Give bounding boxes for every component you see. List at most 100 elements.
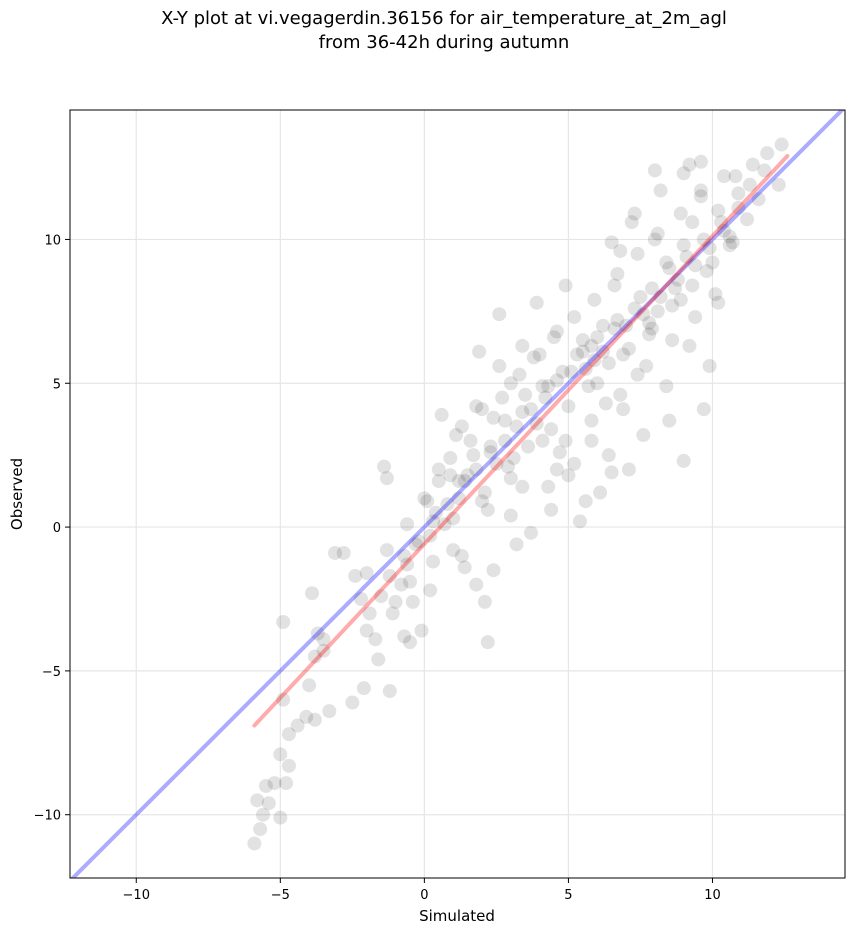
data-point xyxy=(256,807,271,822)
data-point xyxy=(688,258,703,273)
data-point xyxy=(705,255,720,270)
data-point xyxy=(670,272,685,287)
data-point xyxy=(676,166,691,181)
data-point xyxy=(492,359,507,373)
data-point xyxy=(613,243,628,258)
data-point xyxy=(446,511,461,526)
data-point xyxy=(535,433,550,448)
data-point xyxy=(486,563,501,578)
data-point xyxy=(575,344,590,359)
data-point xyxy=(650,226,665,241)
data-point xyxy=(760,146,775,161)
data-point xyxy=(434,407,449,422)
data-point xyxy=(503,508,518,523)
data-point xyxy=(575,333,590,348)
data-point xyxy=(673,206,688,221)
data-point xyxy=(426,514,441,529)
data-point xyxy=(426,554,441,569)
data-point xyxy=(584,413,599,428)
data-point xyxy=(708,287,723,302)
data-point xyxy=(503,376,518,391)
data-point xyxy=(633,289,648,304)
data-point xyxy=(250,793,265,808)
data-point xyxy=(529,295,544,310)
data-point xyxy=(659,379,674,394)
data-point xyxy=(515,479,530,494)
data-point xyxy=(414,623,429,638)
data-point xyxy=(751,192,766,207)
data-point xyxy=(714,215,729,230)
data-point xyxy=(394,577,409,592)
data-point xyxy=(572,514,587,529)
data-point xyxy=(624,215,639,230)
data-point xyxy=(740,212,755,227)
data-point xyxy=(457,474,472,489)
data-point xyxy=(693,154,708,169)
data-point xyxy=(644,321,659,336)
regression-line xyxy=(252,154,790,728)
data-point xyxy=(590,330,605,345)
data-point xyxy=(581,379,596,394)
data-point xyxy=(662,413,677,428)
data-point xyxy=(604,235,619,250)
data-point xyxy=(567,456,582,471)
data-point xyxy=(518,387,533,402)
data-point xyxy=(774,137,789,152)
data-point xyxy=(595,318,610,333)
data-point xyxy=(578,361,593,376)
data-point xyxy=(523,525,538,540)
data-point xyxy=(374,589,389,604)
data-point xyxy=(590,376,605,391)
data-point xyxy=(636,307,651,322)
data-point xyxy=(621,462,636,477)
data-point xyxy=(247,836,262,851)
data-point xyxy=(584,338,599,353)
data-point xyxy=(281,727,296,742)
data-point xyxy=(702,241,717,256)
data-point xyxy=(650,304,665,319)
y-tick-label-2: 0 xyxy=(53,521,61,536)
identity-line xyxy=(70,110,845,878)
data-point xyxy=(702,359,717,373)
data-point xyxy=(353,591,368,606)
reference-lines xyxy=(70,110,845,878)
data-point xyxy=(356,681,371,696)
data-point xyxy=(610,266,625,281)
data-point xyxy=(307,712,322,727)
data-point xyxy=(446,543,461,558)
data-point xyxy=(627,206,642,221)
data-point xyxy=(290,718,305,733)
data-point xyxy=(613,387,628,402)
data-point xyxy=(492,307,507,322)
data-point xyxy=(443,451,458,466)
data-point xyxy=(587,353,602,368)
data-point xyxy=(362,606,377,621)
data-point xyxy=(377,459,392,474)
data-point xyxy=(397,548,412,563)
data-point xyxy=(610,312,625,327)
data-point xyxy=(420,494,435,509)
data-point xyxy=(489,456,504,471)
data-point xyxy=(668,281,683,296)
data-point xyxy=(544,422,559,437)
x-tick-label-2: 0 xyxy=(420,888,428,903)
data-point xyxy=(731,200,746,215)
data-point xyxy=(273,747,288,762)
data-point xyxy=(486,410,501,425)
data-point xyxy=(595,344,610,359)
data-point xyxy=(529,416,544,431)
data-point xyxy=(627,301,642,316)
data-point xyxy=(587,292,602,307)
data-point xyxy=(607,321,622,336)
data-point xyxy=(673,292,688,307)
data-point xyxy=(483,445,498,460)
data-point xyxy=(474,402,489,417)
data-point xyxy=(276,692,291,707)
data-point xyxy=(431,474,446,489)
data-point xyxy=(515,338,530,353)
data-point xyxy=(555,364,570,379)
data-point xyxy=(523,402,538,417)
data-point xyxy=(644,281,659,296)
y-tick-label-4: 10 xyxy=(44,233,61,248)
data-point xyxy=(716,169,731,184)
